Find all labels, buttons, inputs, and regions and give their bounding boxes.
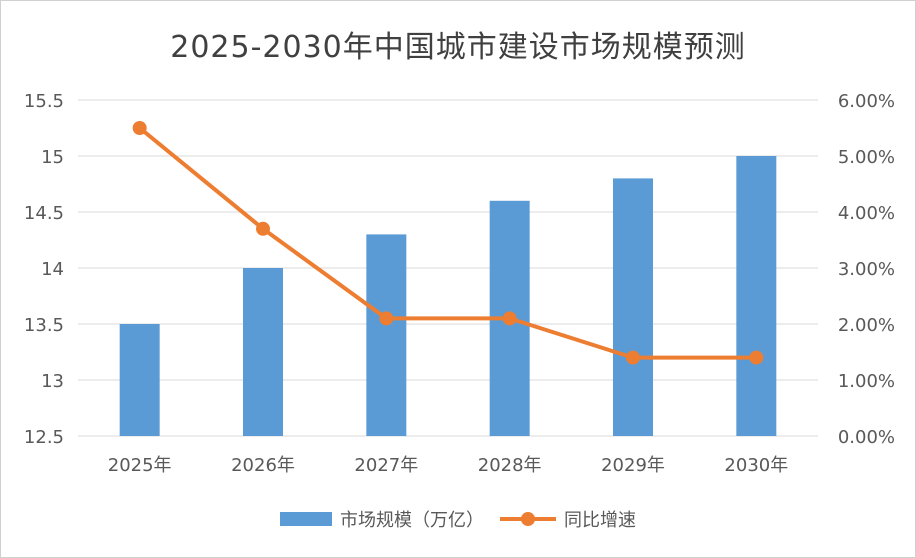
y-right-tick-label: 1.00% [838, 371, 895, 392]
y-left-tick-label: 13 [41, 371, 64, 392]
y-right-tick-label: 3.00% [838, 259, 895, 280]
x-category-label: 2027年 [354, 455, 418, 476]
y-right-tick-label: 6.00% [838, 91, 895, 112]
bar [243, 268, 283, 436]
line-point [132, 121, 147, 135]
growth-line [137, 126, 759, 360]
legend-item-bar: 市场规模（万亿） [280, 506, 484, 532]
y-left-tick-label: 15 [41, 147, 64, 168]
legend-item-line: 同比增速 [500, 506, 636, 532]
line-point [379, 311, 394, 326]
line-point [749, 350, 764, 365]
legend-line-swatch [500, 512, 556, 526]
line-point [502, 311, 517, 326]
x-category-label: 2030年 [724, 455, 788, 476]
line-series [132, 121, 764, 365]
y-axis-left-ticks: 15.5 15 14.5 14 13.5 13 12.5 [24, 91, 64, 448]
bar [613, 178, 653, 436]
bar [366, 234, 407, 436]
line-point [626, 350, 640, 365]
x-category-label: 2025年 [108, 455, 172, 476]
line-point [256, 221, 270, 236]
x-category-label: 2028年 [478, 455, 542, 476]
x-category-label: 2029年 [601, 455, 665, 476]
y-axis-right-ticks: 6.00% 5.00% 4.00% 3.00% 2.00% 1.00% 0.00% [838, 91, 895, 448]
y-right-tick-label: 5.00% [838, 147, 895, 168]
y-right-tick-label: 2.00% [838, 315, 895, 336]
legend-label-bar: 市场规模（万亿） [340, 510, 484, 531]
y-right-tick-label: 0.00% [838, 427, 895, 448]
y-left-tick-label: 13.5 [24, 315, 64, 336]
y-left-tick-label: 15.5 [24, 91, 64, 112]
y-right-tick-label: 4.00% [838, 203, 895, 224]
bar [736, 156, 777, 436]
bar-series [119, 156, 777, 436]
y-left-tick-label: 12.5 [24, 427, 64, 448]
x-axis-categories: 2025年 2026年 2027年 2028年 2029年 2030年 [108, 455, 788, 476]
legend-label-line: 同比增速 [564, 510, 636, 531]
gridlines [78, 99, 818, 437]
y-left-tick-label: 14 [41, 259, 64, 280]
legend: 市场规模（万亿） 同比增速 [0, 506, 916, 532]
legend-bar-swatch [280, 512, 332, 526]
y-left-tick-label: 14.5 [24, 203, 64, 224]
x-category-label: 2026年 [231, 455, 295, 476]
chart-title: 2025-2030年中国城市建设市场规模预测 [170, 30, 746, 65]
bar [119, 324, 160, 436]
